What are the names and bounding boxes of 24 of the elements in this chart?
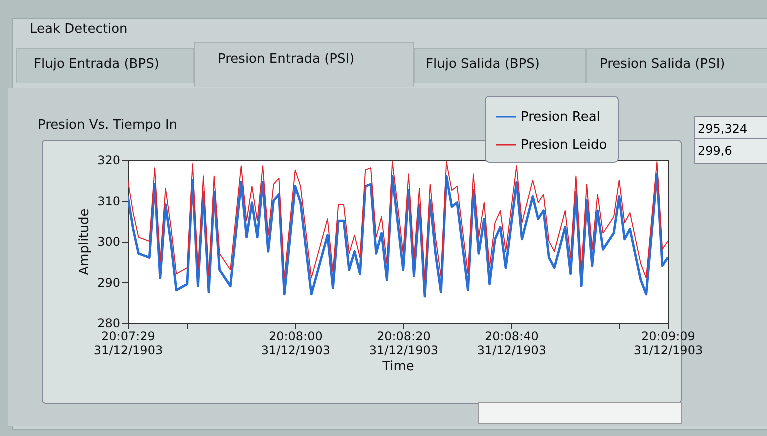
- line-series: [128, 173, 668, 298]
- y-tick-label: 300: [98, 235, 120, 249]
- text: Flujo Salida (BPS): [426, 57, 540, 72]
- legend-label: Presion Real: [521, 110, 600, 125]
- text: Leak Detection: [30, 22, 128, 37]
- x-tick-label: 20:08:00 31/12/1903: [261, 330, 330, 358]
- text: 299,6: [694, 138, 767, 164]
- x-tick-label: 20:09:09 31/12/1903: [634, 330, 704, 358]
- y-tick-label: 290: [98, 276, 120, 290]
- chart-title: Presion Vs. Tiempo In: [38, 118, 178, 133]
- text: Flujo Entrada (BPS): [34, 57, 160, 72]
- y-tick-label: 320: [98, 154, 120, 168]
- y-tick-label: 280: [98, 316, 120, 330]
- y-tick-label: 310: [98, 194, 120, 208]
- x-tick-label: 20:07:29 31/12/1903: [94, 330, 164, 358]
- text: Presion Salida (PSI): [600, 57, 726, 72]
- x-axis-title: Time: [382, 360, 414, 374]
- text: 295,324: [694, 116, 767, 142]
- x-tick-label: 20:08:40 31/12/1903: [477, 330, 546, 358]
- y-axis-title: Amplitude: [78, 208, 93, 276]
- line-series: [128, 162, 668, 281]
- legend-label: Presion Leido: [521, 138, 608, 153]
- text: Presion Entrada (PSI): [218, 52, 355, 67]
- x-tick-label: 20:08:20 31/12/1903: [369, 330, 438, 358]
